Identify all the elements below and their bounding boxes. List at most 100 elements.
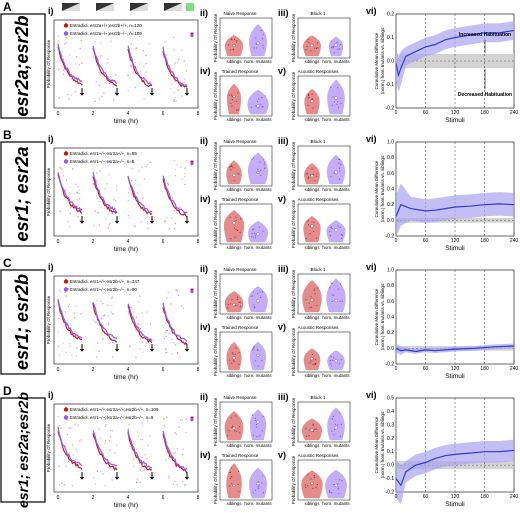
violin-dot [228,485,231,487]
violin-dot [307,177,310,179]
trace-dot [165,331,167,333]
violin-dot [231,39,233,41]
trace-dot [76,347,78,349]
trace-dot [134,179,137,181]
trace-dot [180,305,183,308]
trace-dot [177,58,180,61]
violin-dot [262,230,264,232]
panel-letter: B [3,128,12,142]
violin-dot [341,300,343,302]
genotype-box [0,13,46,119]
violin-median [232,221,236,225]
violin-dot [262,106,264,108]
trace-dot [176,164,178,166]
trace-dot [145,166,147,168]
time-tick: 6 [162,239,165,245]
trace-dot [130,42,132,45]
violin-dot [338,412,341,414]
trace-dot [102,303,104,305]
violin-axes [297,75,351,117]
trace-dot [106,415,109,417]
cmd-confidence-band [396,183,514,238]
violin-median [256,104,260,108]
trace-dot [132,159,134,162]
siblings-tick: siblings [226,187,242,192]
trace-dot [70,206,72,209]
cmd-ytick: 0.4 [387,315,394,321]
violin-dot [255,47,258,49]
violin-dot [257,486,259,488]
trace-dot [58,289,61,291]
cmd-ytick: 0.2 [387,12,394,18]
trace-dot [94,483,97,485]
stimulus-ramp [62,3,80,11]
legend-entry: Estradiol, esr2a−/−;esr2b−/−, n=109 [70,31,142,36]
violin-dot [260,29,262,32]
trace-dot [102,338,104,340]
time-tick: 4 [127,111,130,117]
violin-dot [311,168,313,170]
trace-dot [65,352,68,354]
trace-dot [110,311,112,313]
trace-dot [144,453,146,456]
siblings-tick: siblings [226,245,242,250]
trace-dot [93,308,95,310]
violin-dot [255,105,257,107]
trace-dot [147,421,149,423]
violin-dot [307,173,309,175]
mutant-trace-acoustic [190,418,194,422]
trace-dot [93,224,95,227]
cmd-ytick: -0.2 [385,362,394,368]
violin-dot [313,288,316,290]
violin-median [310,481,314,485]
trace-dot [98,98,101,100]
trace-dot [98,72,101,74]
trace-dot [165,348,167,350]
trace-dot [183,60,185,62]
trace-dot [163,424,165,427]
mutants-tick: hom. mutants [244,373,272,378]
trace-dot [73,331,76,333]
trace-dot [136,431,139,433]
legend-entry: Estradiol, esr2a+/+;esr2b+/+, n=120 [70,23,142,28]
violin-median [232,44,236,48]
violin-dot [311,353,314,355]
cmd-ylabel-2: (norm.) hom. mutants vs. siblings [380,155,385,222]
violin-dot [340,423,342,426]
violin-dot [309,307,311,309]
violin-dot [316,175,318,177]
trace-dot [96,356,98,358]
violin-dot [333,52,335,54]
trace-dot [146,164,148,166]
mutants-tick: hom. mutants [244,187,272,192]
violin-dot [307,95,310,97]
violin-dot [308,435,310,437]
violin-dot [312,363,314,365]
trace-dot [179,419,181,421]
violin-dot [257,487,259,489]
violin-dot [229,471,231,473]
violin-median [232,303,236,307]
trace-dot [98,350,100,353]
violin-dot [311,93,313,95]
sublabel-v: v) [278,66,286,76]
trace-dot [128,423,130,426]
violin-dot [263,47,265,49]
violin-dot [229,216,231,218]
violin-median [256,41,260,45]
mutants-tick: hom. mutants [322,443,350,448]
trace-dot [102,473,104,475]
stim-tick: 180 [480,238,489,244]
violin-dot [250,295,252,297]
trace-dot [138,170,140,172]
violin-dot [250,106,252,108]
trace-dot [64,43,66,45]
trace-dot [149,323,152,325]
violin-dot [315,47,318,49]
sublabel-i: i) [48,262,54,272]
trace-dot [166,297,168,300]
stimulus-ramp [130,3,148,11]
sibling-violin [224,411,244,441]
trace-dot [174,168,176,171]
